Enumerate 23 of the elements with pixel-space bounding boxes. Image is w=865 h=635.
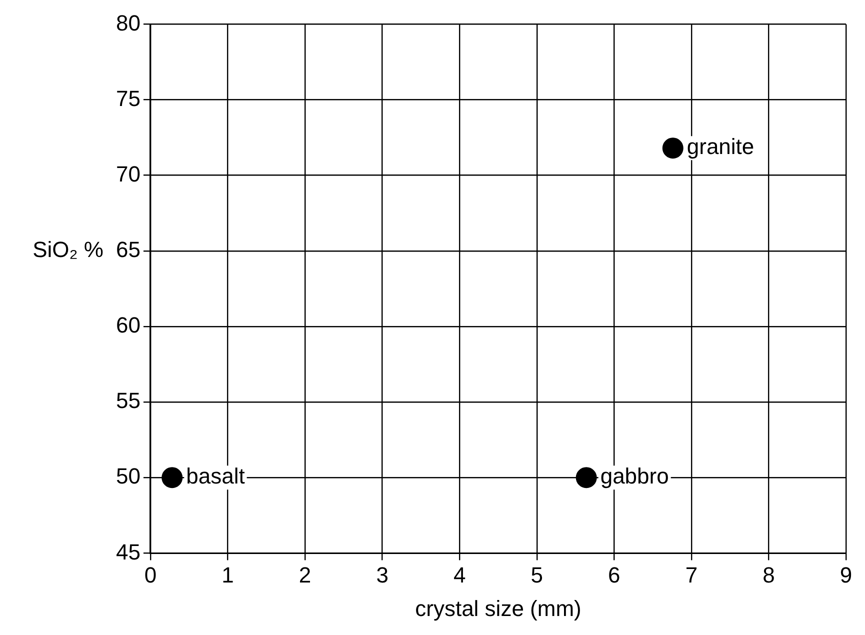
y-tick-label: 60	[116, 312, 140, 338]
x-tick-label: 9	[840, 562, 852, 588]
x-tick-label: 7	[685, 562, 698, 588]
x-tick-label: 2	[298, 562, 312, 588]
y-tick-label: 50	[116, 464, 140, 489]
x-tick-label: 0	[144, 562, 157, 588]
x-tick-label: 5	[530, 562, 543, 588]
x-tick-label: 4	[453, 562, 466, 588]
y-tick-label: 55	[116, 388, 140, 414]
y-tick-label: 70	[116, 161, 140, 186]
y-tick-label: 75	[116, 86, 140, 111]
y-axis-title: SiO₂ %	[32, 236, 104, 262]
y-tick-label: 45	[116, 539, 140, 564]
y-tick-label: 65	[116, 236, 140, 262]
y-tick-label: 80	[116, 10, 140, 36]
x-tick-label: 3	[376, 562, 388, 588]
x-tick-label: 1	[222, 562, 234, 588]
annotation: basalt	[186, 464, 245, 489]
x-tick-label: 6	[608, 562, 620, 588]
annotation: gabbro	[600, 464, 669, 489]
annotation: granite	[686, 134, 754, 160]
x-axis-title: crystal size (mm)	[415, 596, 582, 621]
x-tick-label: 8	[762, 562, 775, 588]
